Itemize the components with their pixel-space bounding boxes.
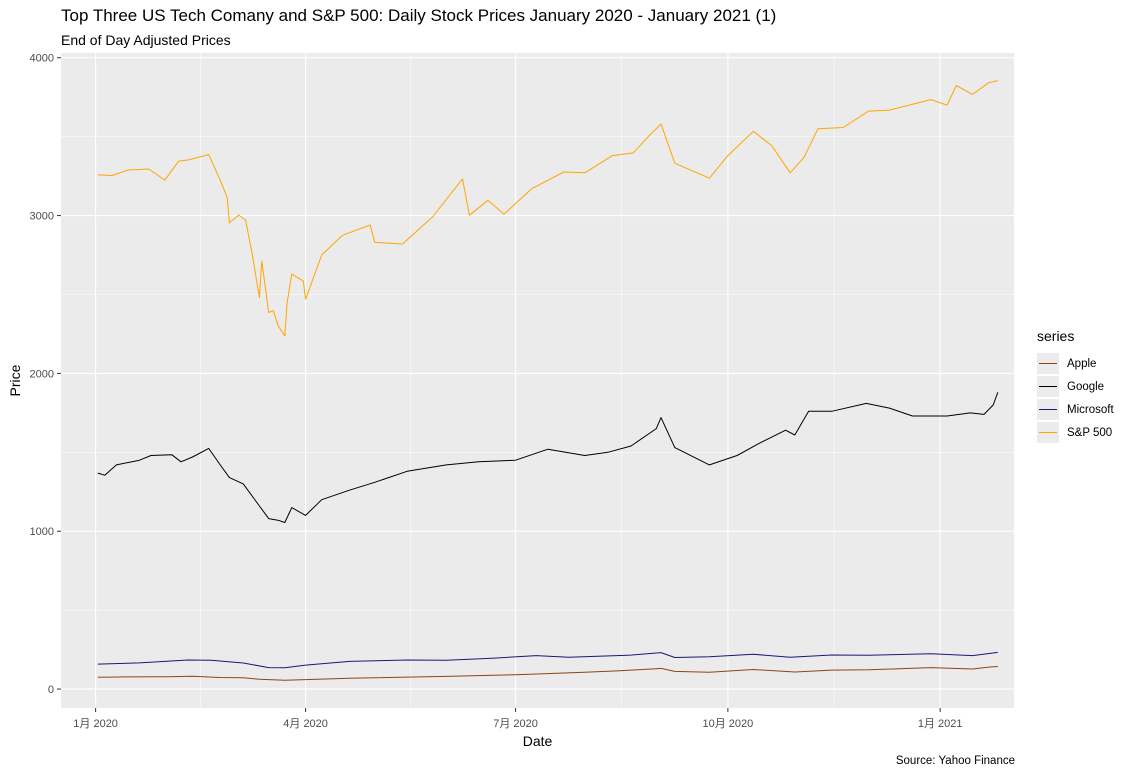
legend-item-google: Google [1037, 375, 1114, 398]
legend-key [1037, 399, 1059, 420]
legend-item-microsoft: Microsoft [1037, 398, 1114, 421]
legend-item-s-p-500: S&P 500 [1037, 421, 1114, 444]
x-tick-label: 1月 2021 [918, 718, 963, 730]
legend-item-apple: Apple [1037, 352, 1114, 375]
panel-background [61, 53, 1014, 708]
x-tick-label: 7月 2020 [493, 718, 538, 730]
x-tick-label: 1月 2020 [73, 718, 118, 730]
axis-ticks: 0 1000 2000 3000 4000 1月 2020 4月 2020 7月 2020 10… [30, 53, 963, 730]
legend-label: Apple [1067, 357, 1097, 370]
legend-key [1037, 376, 1059, 397]
x-tick-label: 4月 2020 [283, 718, 328, 730]
x-axis-title: Date [523, 733, 553, 749]
series-line-s-p-500 [97, 80, 998, 337]
y-axis-title: Price [7, 364, 23, 396]
series-line-google [97, 392, 999, 523]
legend-key [1037, 422, 1059, 443]
legend-title: series [1037, 328, 1075, 344]
y-tick-label: 4000 [30, 53, 54, 65]
y-tick-label: 0 [48, 684, 54, 696]
legend-swatch [1039, 386, 1057, 387]
series-lines [97, 80, 999, 681]
series-line-apple [97, 666, 998, 681]
chart-subtitle: End of Day Adjusted Prices [61, 32, 231, 48]
y-tick-label: 1000 [30, 526, 54, 538]
x-tick-label: 10月 2020 [702, 718, 753, 730]
legend-label: Google [1067, 380, 1105, 393]
y-tick-label: 2000 [30, 368, 54, 380]
legend-swatch [1039, 432, 1057, 433]
legend-key [1037, 353, 1059, 374]
source-caption: Source: Yahoo Finance [895, 755, 1015, 767]
legend-label: Microsoft [1067, 403, 1114, 416]
y-tick-label: 3000 [30, 211, 54, 223]
major-gridlines [61, 53, 1014, 708]
legend-swatch [1039, 363, 1057, 364]
series-line-microsoft [97, 651, 998, 669]
legend: series Apple Google Microsoft S&P 500 [1037, 328, 1114, 444]
legend-label: S&P 500 [1067, 426, 1113, 439]
minor-gridlines [61, 53, 1014, 708]
chart-title: Top Three US Tech Comany and S&P 500: Da… [61, 6, 777, 25]
legend-items: Apple Google Microsoft S&P 500 [1037, 352, 1114, 444]
legend-swatch [1039, 409, 1057, 410]
